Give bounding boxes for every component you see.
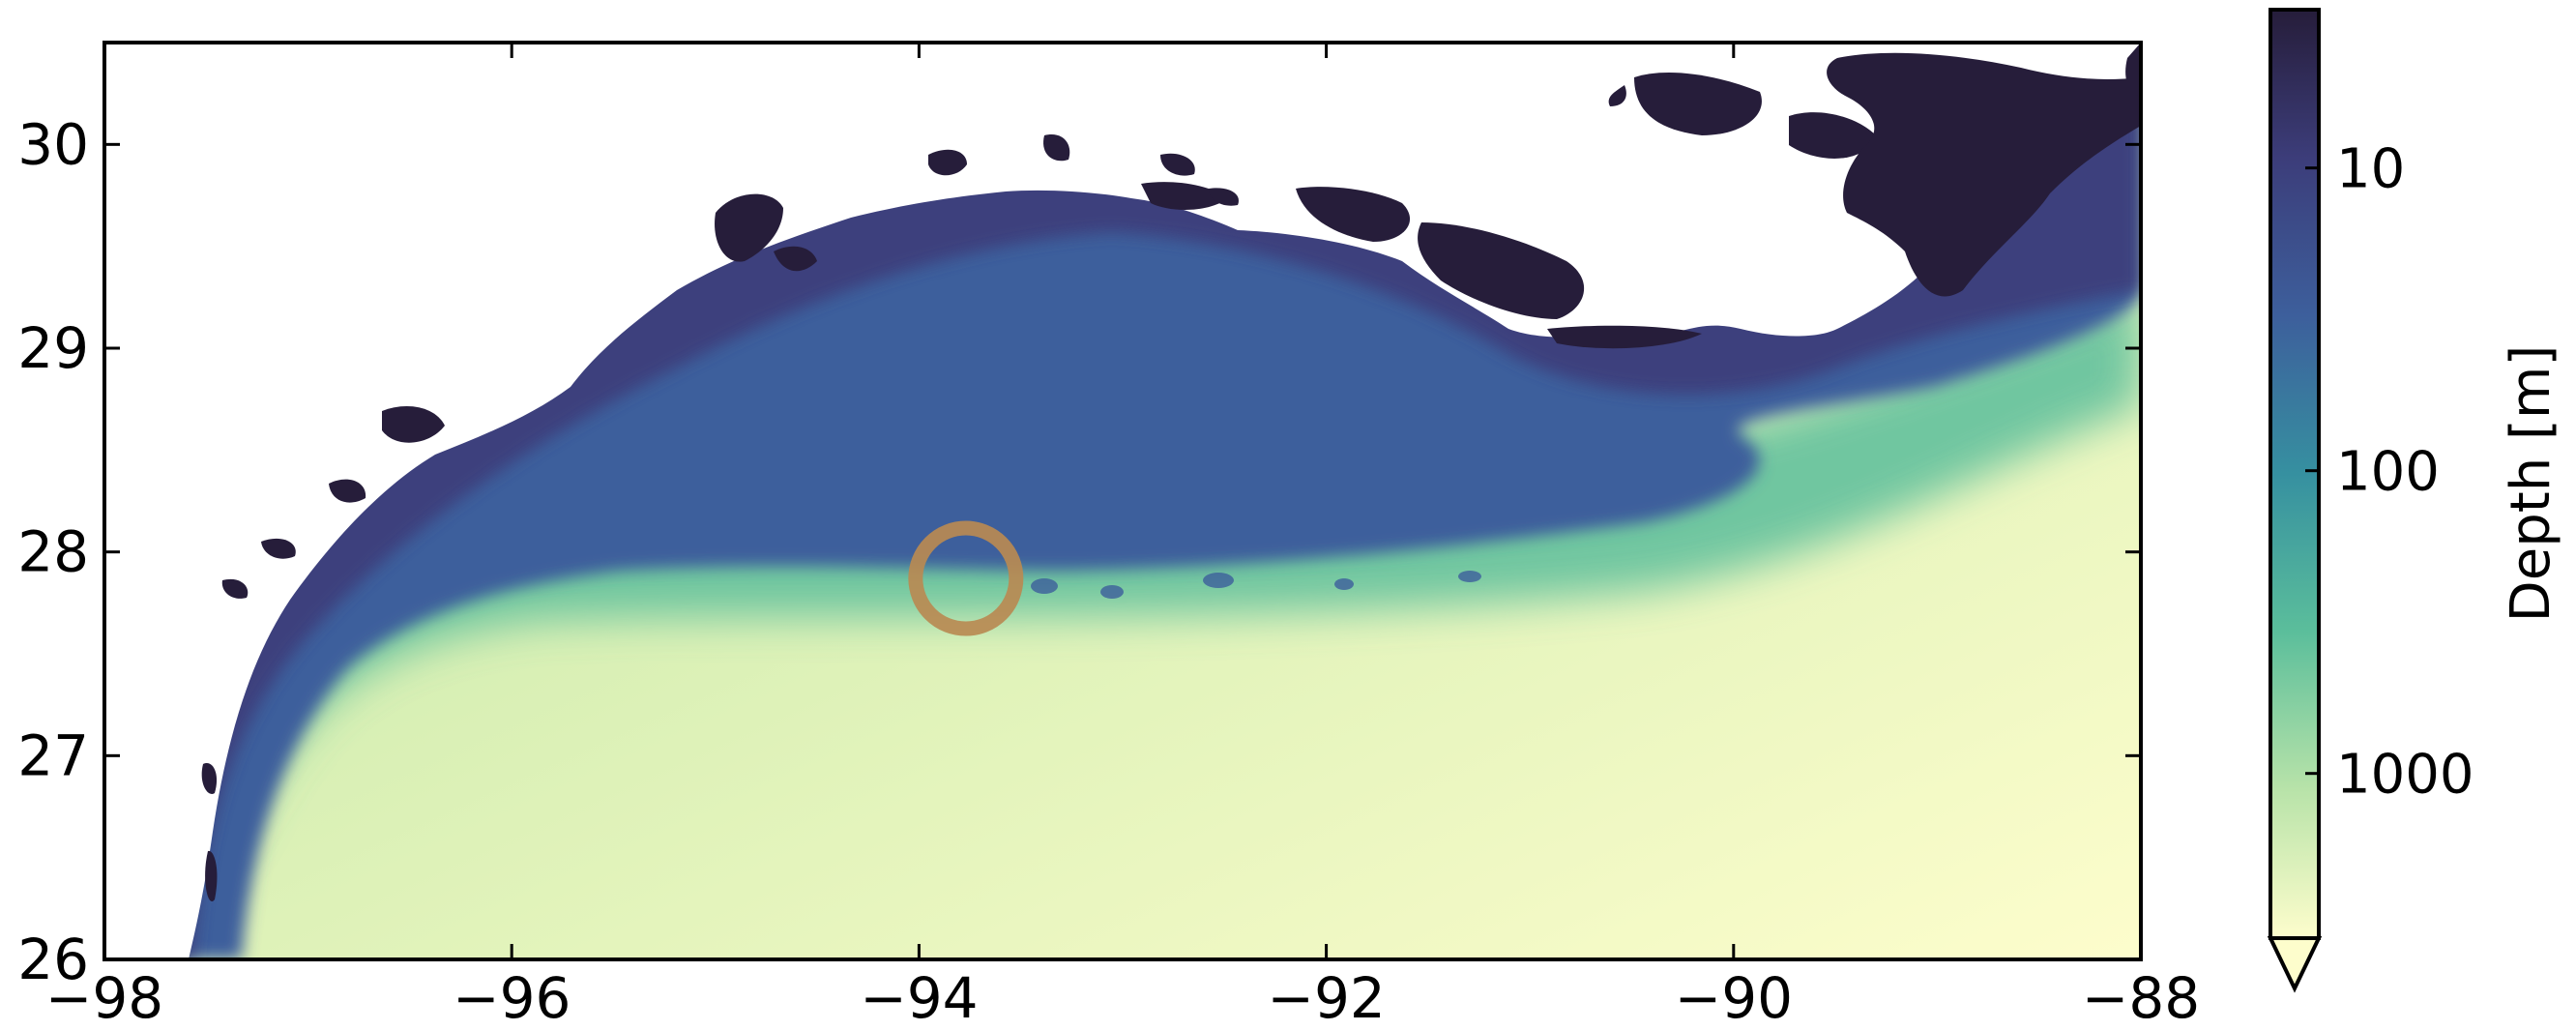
- colorbar-label: Depth [m]: [2500, 345, 2562, 623]
- x-tick-label: −98: [45, 965, 163, 1031]
- y-tick-label: 27: [17, 722, 89, 788]
- y-tick-label: 28: [17, 519, 89, 585]
- colorbar-tick-label: 100: [2336, 441, 2440, 504]
- shelf-edge-banks: [1031, 571, 1481, 599]
- x-tick-label: −96: [453, 965, 571, 1031]
- y-tick-label: 30: [17, 111, 89, 177]
- colorbar-extend-triangle: [2267, 936, 2323, 993]
- colorbar-tick-label: 1000: [2336, 744, 2474, 807]
- x-tick-label: −88: [2082, 965, 2200, 1031]
- site-marker-circle: [908, 520, 1024, 636]
- y-axis: 26 27 28 29 30: [17, 111, 2141, 992]
- land: [104, 43, 2141, 959]
- x-tick-label: −94: [860, 965, 978, 1031]
- colorbar-tick-label: 10: [2336, 138, 2405, 201]
- colorbar: 10 100 1000 Depth [m]: [2267, 8, 2562, 993]
- x-axis: −98 −96 −94 −92 −90 −88: [45, 43, 2200, 1031]
- y-tick-label: 29: [17, 315, 89, 381]
- x-tick-label: −90: [1675, 965, 1793, 1031]
- map-area: [104, 43, 2141, 959]
- map-frame: [102, 41, 2143, 961]
- colorbar-gradient: [2270, 10, 2319, 938]
- colorbar-frame: [2269, 8, 2321, 940]
- x-tick-label: −92: [1267, 965, 1385, 1031]
- y-tick-label: 26: [17, 927, 89, 992]
- colorbar-ticks: 10 100 1000: [2305, 138, 2474, 807]
- coastal-lakes: [201, 43, 2141, 901]
